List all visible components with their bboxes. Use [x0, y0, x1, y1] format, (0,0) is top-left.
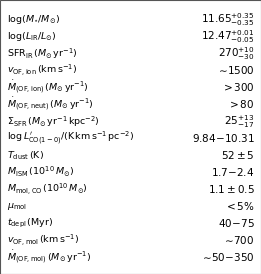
Text: $270^{+10}_{-30}$: $270^{+10}_{-30}$ — [218, 45, 254, 62]
Text: $\Sigma_{\mathrm{SFR}}\,(M_{\odot}\,\mathrm{yr}^{-1}\,\mathrm{kpc}^{-2})$: $\Sigma_{\mathrm{SFR}}\,(M_{\odot}\,\mat… — [7, 114, 99, 129]
Text: $t_{\mathrm{depl}}\,(\mathrm{Myr})$: $t_{\mathrm{depl}}\,(\mathrm{Myr})$ — [7, 217, 53, 230]
Text: $M_{\mathrm{ISM}}\,(10^{10}\,M_{\odot})$: $M_{\mathrm{ISM}}\,(10^{10}\,M_{\odot})$ — [7, 165, 74, 179]
Text: $v_{\mathrm{OF,ion}}\,(\mathrm{km\,s}^{-1})$: $v_{\mathrm{OF,ion}}\,(\mathrm{km\,s}^{-… — [7, 63, 76, 78]
Text: $M_{\mathrm{mol,CO}}\,(10^{10}\,M_{\odot})$: $M_{\mathrm{mol,CO}}\,(10^{10}\,M_{\odot… — [7, 182, 87, 197]
Text: $52 \pm 5$: $52 \pm 5$ — [221, 149, 254, 161]
Text: $\dot{M}_{(\mathrm{OF,mol})}\,(M_{\odot}\,\mathrm{yr}^{-1})$: $\dot{M}_{(\mathrm{OF,mol})}\,(M_{\odot}… — [7, 248, 91, 266]
Text: $<5\%$: $<5\%$ — [224, 200, 254, 212]
Text: $\sim\!700$: $\sim\!700$ — [222, 234, 254, 246]
Text: $9.84\!-\!10.31$: $9.84\!-\!10.31$ — [192, 132, 254, 144]
Text: $\log(M_{\star}/M_{\odot})$: $\log(M_{\star}/M_{\odot})$ — [7, 13, 60, 26]
Text: $\dot{M}_{(\mathrm{OF,ion})}\,(M_{\odot}\,\mathrm{yr}^{-1})$: $\dot{M}_{(\mathrm{OF,ion})}\,(M_{\odot}… — [7, 78, 88, 96]
Text: $v_{\mathrm{OF,mol}}\,(\mathrm{km\,s}^{-1})$: $v_{\mathrm{OF,mol}}\,(\mathrm{km\,s}^{-… — [7, 233, 79, 248]
Text: $1.7\!-\!2.4$: $1.7\!-\!2.4$ — [211, 166, 254, 178]
Text: $\mathrm{SFR}_{\rm IR}\,(M_{\odot}\,\mathrm{yr}^{-1})$: $\mathrm{SFR}_{\rm IR}\,(M_{\odot}\,\mat… — [7, 46, 77, 61]
Text: $11.65^{+0.35}_{-0.35}$: $11.65^{+0.35}_{-0.35}$ — [201, 11, 254, 28]
Text: $\log L^{\prime}_{\mathrm{CO(1-0)}}/(\mathrm{K\,km\,s}^{-1}\,\mathrm{pc}^{-2})$: $\log L^{\prime}_{\mathrm{CO(1-0)}}/(\ma… — [7, 130, 134, 147]
Text: $40\!-\!75$: $40\!-\!75$ — [218, 217, 254, 229]
Text: $\sim\!1500$: $\sim\!1500$ — [216, 64, 254, 76]
Text: $>300$: $>300$ — [221, 81, 254, 93]
Text: $>80$: $>80$ — [227, 98, 254, 110]
Text: $T_{\mathrm{dust}}\,(\mathrm{K})$: $T_{\mathrm{dust}}\,(\mathrm{K})$ — [7, 149, 44, 162]
Text: $\log(L_{\rm IR}/L_{\odot})$: $\log(L_{\rm IR}/L_{\odot})$ — [7, 30, 56, 43]
Text: $\mu_{\mathrm{mol}}$: $\mu_{\mathrm{mol}}$ — [7, 201, 26, 212]
Text: $25^{+13}_{-17}$: $25^{+13}_{-17}$ — [224, 113, 254, 130]
Text: $1.1 \pm 0.5$: $1.1 \pm 0.5$ — [207, 183, 254, 195]
Text: $12.47^{+0.01}_{-0.05}$: $12.47^{+0.01}_{-0.05}$ — [201, 28, 254, 45]
Text: $\dot{M}_{(\mathrm{OF,neut})}\,(M_{\odot}\,\mathrm{yr}^{-1})$: $\dot{M}_{(\mathrm{OF,neut})}\,(M_{\odot… — [7, 95, 93, 113]
Text: $\sim\!50\!-\!350$: $\sim\!50\!-\!350$ — [200, 251, 254, 263]
